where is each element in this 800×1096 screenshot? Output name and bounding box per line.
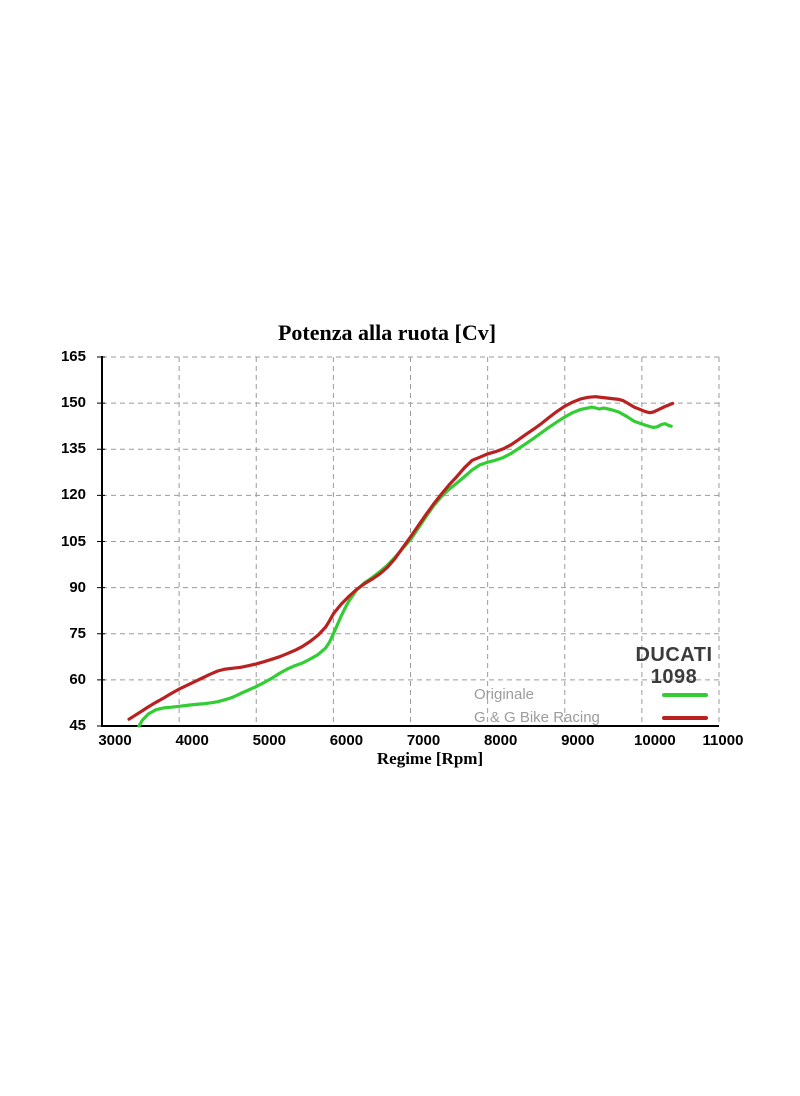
- y-tick-label-120: 120: [60, 486, 86, 504]
- x-tick-label-11000: 11000: [702, 732, 744, 749]
- brand-line-ducati: DUCATI: [635, 644, 713, 666]
- brand-line-1098: 1098: [650, 666, 698, 688]
- y-tick-label-45: 45: [69, 717, 86, 734]
- y-tick-label-105: 105: [60, 532, 86, 550]
- data-series: [127, 395, 675, 728]
- x-tick-label-9000: 9000: [561, 732, 595, 749]
- series-line-originale: [137, 405, 673, 728]
- chart-title: Potenza alla ruota [Cv]: [277, 320, 497, 345]
- legend-swatch-gg-bike-racing: [662, 716, 708, 720]
- x-tick-label-10000: 10000: [634, 732, 676, 749]
- x-tick-label-7000: 7000: [406, 732, 441, 749]
- series-line-g-g-bike-racing: [127, 395, 675, 721]
- y-tick-label-90: 90: [69, 578, 86, 596]
- x-tick-label-5000: 5000: [252, 732, 286, 749]
- legend-label-originale: Originale: [474, 686, 535, 703]
- y-tick-label-165: 165: [60, 348, 86, 365]
- x-tick-label-4000: 4000: [175, 732, 209, 749]
- y-tick-label-135: 135: [60, 440, 86, 458]
- legend-swatch-originale: [662, 693, 708, 697]
- x-tick-label-3000: 3000: [98, 732, 132, 749]
- axes: [97, 356, 719, 727]
- legend-label-gg-bike-racing: G & G Bike Racing: [474, 709, 600, 726]
- y-tick-label-150: 150: [60, 394, 86, 412]
- x-tick-label-8000: 8000: [483, 732, 518, 749]
- x-tick-label-6000: 6000: [329, 732, 364, 749]
- y-tick-label-75: 75: [69, 624, 86, 642]
- x-axis-title: Regime [Rpm]: [376, 749, 484, 768]
- y-tick-label-60: 60: [69, 670, 86, 688]
- brand-label: DUCATI 1098: [604, 644, 744, 688]
